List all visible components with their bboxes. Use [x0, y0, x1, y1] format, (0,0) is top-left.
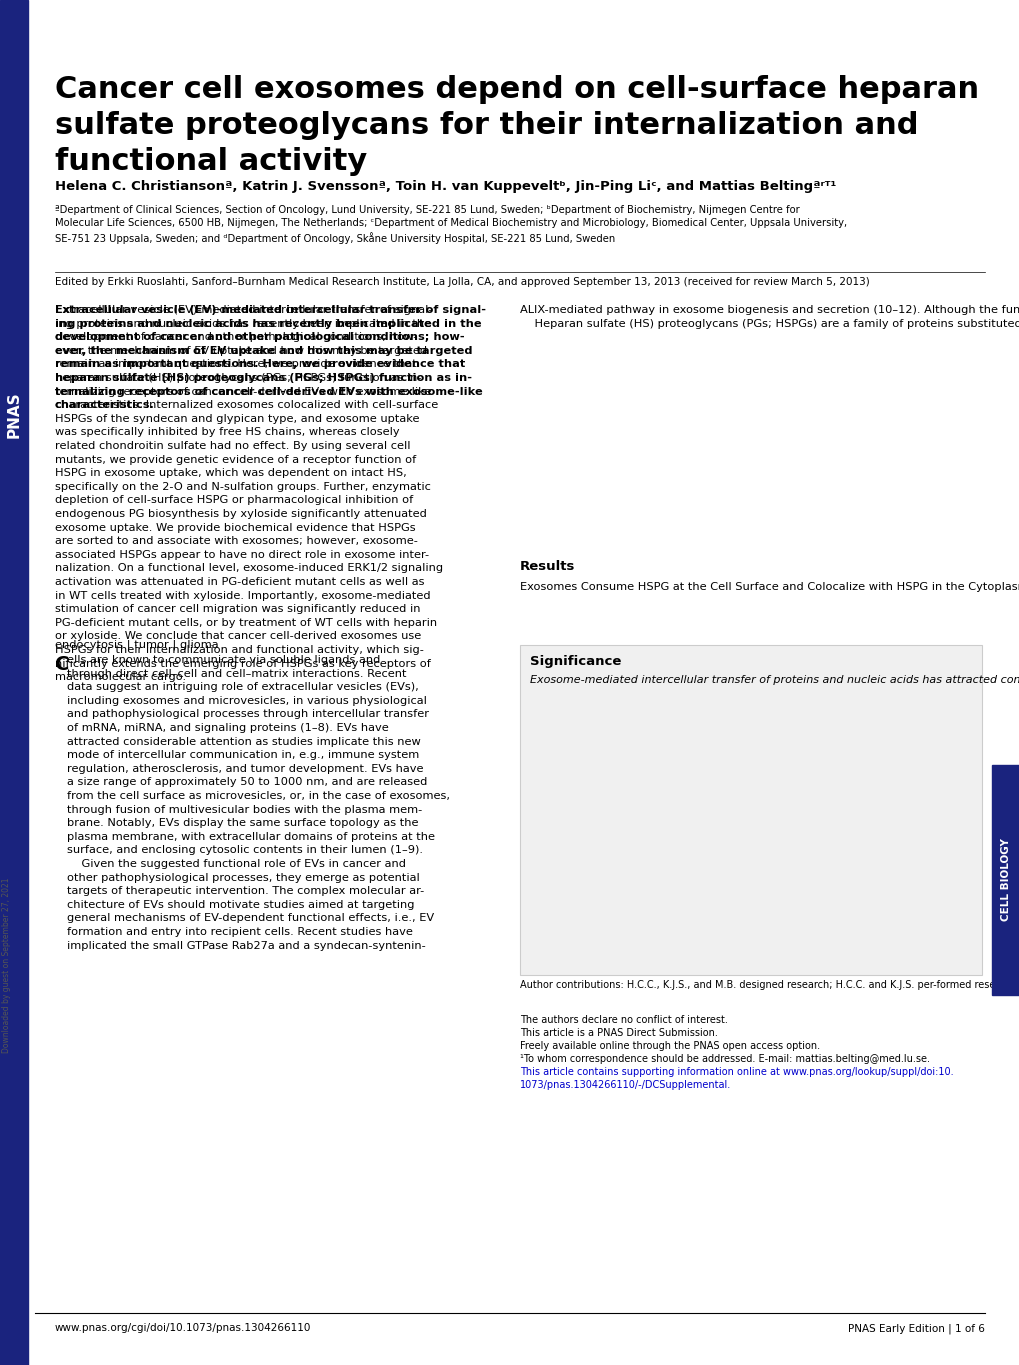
Text: Exosomes Consume HSPG at the Cell Surface and Colocalize with HSPG in the Cytopl: Exosomes Consume HSPG at the Cell Surfac…	[520, 581, 1019, 592]
Text: ALIX-mediated pathway in exosome biogenesis and secretion (10–12). Although the : ALIX-mediated pathway in exosome biogene…	[520, 304, 1019, 329]
Text: This article is a PNAS Direct Submission.: This article is a PNAS Direct Submission…	[520, 1028, 717, 1037]
Text: Downloaded by guest on September 27, 2021: Downloaded by guest on September 27, 202…	[2, 878, 11, 1052]
Bar	[520, 646, 981, 975]
Text: PNAS: PNAS	[6, 392, 21, 438]
Text: Cancer cell exosomes depend on cell-surface heparan
sulfate proteoglycans for th: Cancer cell exosomes depend on cell-surf…	[55, 75, 978, 176]
Bar	[0, 0, 28, 1365]
Text: The authors declare no conflict of interest.: The authors declare no conflict of inter…	[520, 1016, 728, 1025]
Text: www.pnas.org/cgi/doi/10.1073/pnas.1304266110: www.pnas.org/cgi/doi/10.1073/pnas.130426…	[55, 1323, 311, 1334]
Text: endocytosis | tumor | glioma: endocytosis | tumor | glioma	[55, 640, 218, 651]
Text: This article contains supporting information online at www.pnas.org/lookup/suppl: This article contains supporting informa…	[520, 1067, 953, 1091]
Text: Extracellular vesicle (EV)-mediated intercellular transfer of signal-
ing protei: Extracellular vesicle (EV)-mediated inte…	[55, 304, 442, 682]
Text: Results: Results	[520, 560, 575, 573]
Text: Significance: Significance	[530, 655, 621, 667]
Text: CELL BIOLOGY: CELL BIOLOGY	[1000, 838, 1010, 921]
Text: PNAS Early Edition | 1 of 6: PNAS Early Edition | 1 of 6	[847, 1323, 984, 1334]
Text: ªDepartment of Clinical Sciences, Section of Oncology, Lund University, SE-221 8: ªDepartment of Clinical Sciences, Sectio…	[55, 205, 847, 244]
Text: Edited by Erkki Ruoslahti, Sanford–Burnham Medical Research Institute, La Jolla,: Edited by Erkki Ruoslahti, Sanford–Burnh…	[55, 277, 869, 287]
Text: Freely available online through the PNAS open access option.: Freely available online through the PNAS…	[520, 1041, 819, 1051]
Text: Helena C. Christiansonª, Katrin J. Svenssonª, Toin H. van Kuppeveltᵇ, Jin-Ping L: Helena C. Christiansonª, Katrin J. Svens…	[55, 180, 836, 192]
Text: Author contributions: H.C.C., K.J.S., and M.B. designed research; H.C.C. and K.J: Author contributions: H.C.C., K.J.S., an…	[520, 980, 1019, 990]
Bar	[991, 764, 1019, 995]
Text: Extracellular vesicle (EV)-mediated intercellular transfer of signal-
ing protei: Extracellular vesicle (EV)-mediated inte…	[55, 304, 485, 411]
Text: ells are known to communicate via soluble ligands and
through direct cell–cell a: ells are known to communicate via solubl…	[67, 655, 449, 950]
Text: Exosome-mediated intercellular transfer of proteins and nucleic acids has attrac: Exosome-mediated intercellular transfer …	[530, 676, 1019, 685]
Text: C: C	[55, 655, 69, 674]
Text: ¹To whom correspondence should be addressed. E-mail: mattias.belting@med.lu.se.: ¹To whom correspondence should be addres…	[520, 1054, 929, 1063]
